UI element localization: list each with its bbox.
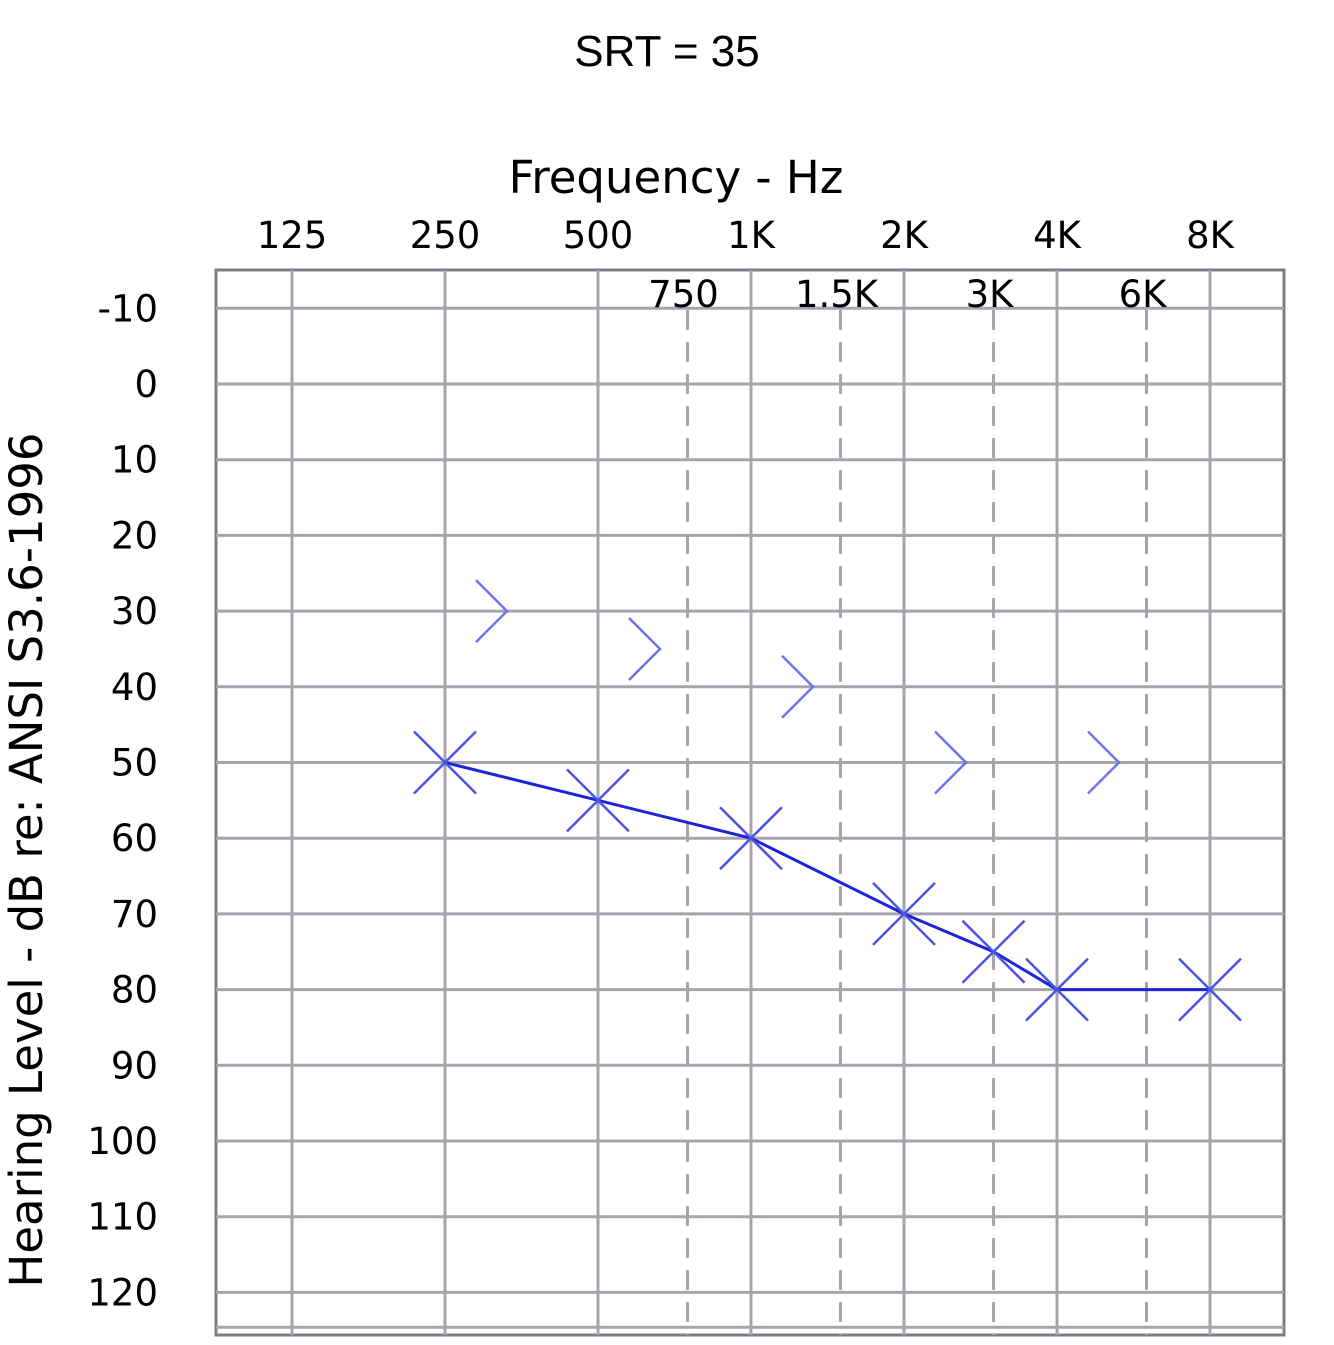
y-tick-label: 50 xyxy=(111,742,158,785)
chart-title: SRT = 35 xyxy=(574,27,760,76)
y-tick-label: 40 xyxy=(111,666,158,709)
tick-labels: -10 0 10 20 30 40 50 60 70 80 90 100 110 120 125 250 500… xyxy=(87,214,1235,1314)
x-marker xyxy=(719,806,783,871)
x-minor-tick-label: 1.5K xyxy=(795,273,880,316)
y-axis-title: Hearing Level - dB re: ANSI S3.6-1996 xyxy=(0,433,53,1288)
y-tick-label: 20 xyxy=(111,514,158,557)
x-marker xyxy=(1025,957,1089,1022)
x-tick-label: 8K xyxy=(1186,214,1236,257)
x-tick-label: 250 xyxy=(410,214,481,257)
x-marker xyxy=(961,919,1026,984)
x-marker xyxy=(872,882,936,946)
y-tick-label: 60 xyxy=(111,817,158,860)
series-line xyxy=(444,761,1210,992)
bracket-marker xyxy=(475,579,509,643)
x-tick-label: 2K xyxy=(880,214,930,257)
x-tick-label: 125 xyxy=(257,214,328,257)
y-tick-label: 100 xyxy=(87,1120,158,1163)
x-marker xyxy=(1178,957,1242,1022)
x-marker xyxy=(566,768,630,833)
y-tick-label: 110 xyxy=(87,1196,158,1239)
x-tick-label: 4K xyxy=(1033,214,1083,257)
bracket-marker xyxy=(628,617,662,681)
y-tick-label: 90 xyxy=(111,1044,158,1087)
x-tick-label: 1K xyxy=(727,214,777,257)
x-axis-title: Frequency - Hz xyxy=(509,151,844,204)
masked-bone-series xyxy=(475,579,1121,795)
y-tick-label: 10 xyxy=(111,439,158,482)
bracket-marker xyxy=(934,730,968,795)
y-tick-label: 70 xyxy=(111,893,158,936)
air-conduction-series xyxy=(413,730,1242,1022)
y-tick-label: 0 xyxy=(134,363,158,406)
bracket-marker xyxy=(1087,730,1121,795)
x-marker xyxy=(413,730,477,795)
data-series xyxy=(413,579,1242,1022)
x-tick-label: 500 xyxy=(563,214,634,257)
y-tick-label: 120 xyxy=(87,1271,158,1314)
y-tick-label: 80 xyxy=(111,969,158,1012)
x-minor-tick-label: 6K xyxy=(1119,273,1169,316)
x-minor-tick-label: 3K xyxy=(966,273,1016,316)
y-tick-label: -10 xyxy=(98,287,158,330)
x-minor-tick-label: 750 xyxy=(648,273,719,316)
bracket-marker xyxy=(781,654,815,719)
y-tick-label: 30 xyxy=(111,590,158,633)
grid xyxy=(214,268,1286,1337)
